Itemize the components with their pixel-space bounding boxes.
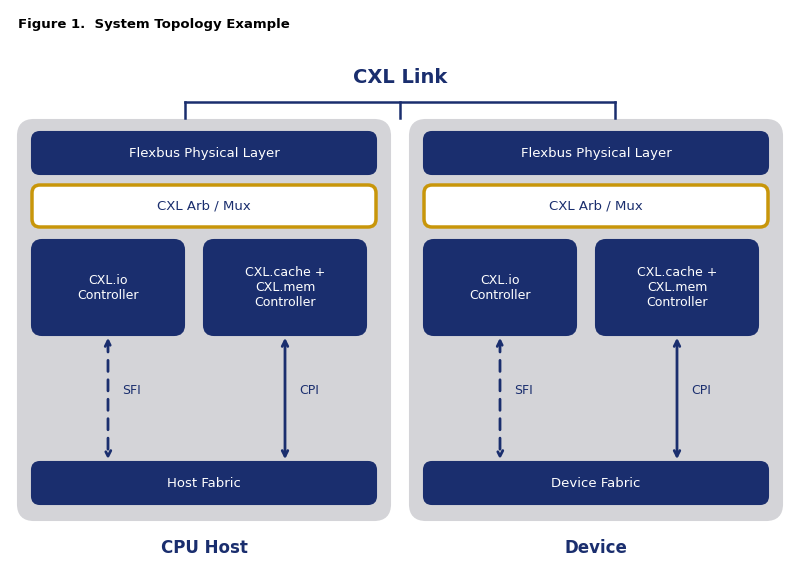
- Text: CPI: CPI: [299, 384, 319, 397]
- FancyBboxPatch shape: [32, 132, 376, 174]
- Text: Host Fabric: Host Fabric: [167, 476, 241, 489]
- FancyBboxPatch shape: [596, 240, 758, 335]
- FancyBboxPatch shape: [424, 185, 768, 227]
- Text: SFI: SFI: [122, 384, 141, 397]
- Text: Device Fabric: Device Fabric: [551, 476, 641, 489]
- FancyBboxPatch shape: [424, 240, 576, 335]
- FancyBboxPatch shape: [32, 240, 184, 335]
- Text: CXL Arb / Mux: CXL Arb / Mux: [549, 200, 643, 212]
- Text: CXL.io
Controller: CXL.io Controller: [470, 274, 530, 302]
- Text: SFI: SFI: [514, 384, 533, 397]
- Text: Figure 1.  System Topology Example: Figure 1. System Topology Example: [18, 18, 290, 31]
- Text: Flexbus Physical Layer: Flexbus Physical Layer: [129, 146, 279, 159]
- Text: Flexbus Physical Layer: Flexbus Physical Layer: [521, 146, 671, 159]
- FancyBboxPatch shape: [204, 240, 366, 335]
- FancyBboxPatch shape: [18, 120, 390, 520]
- Text: CPI: CPI: [691, 384, 711, 397]
- Text: CXL Arb / Mux: CXL Arb / Mux: [157, 200, 251, 212]
- FancyBboxPatch shape: [32, 185, 376, 227]
- Text: CPU Host: CPU Host: [161, 539, 247, 557]
- FancyBboxPatch shape: [424, 132, 768, 174]
- FancyBboxPatch shape: [424, 462, 768, 504]
- Text: CXL.cache +
CXL.mem
Controller: CXL.cache + CXL.mem Controller: [245, 266, 325, 309]
- FancyBboxPatch shape: [32, 462, 376, 504]
- Text: Device: Device: [565, 539, 627, 557]
- Text: CXL.io
Controller: CXL.io Controller: [78, 274, 138, 302]
- Text: CXL Link: CXL Link: [353, 68, 447, 87]
- FancyBboxPatch shape: [410, 120, 782, 520]
- Text: CXL.cache +
CXL.mem
Controller: CXL.cache + CXL.mem Controller: [637, 266, 717, 309]
